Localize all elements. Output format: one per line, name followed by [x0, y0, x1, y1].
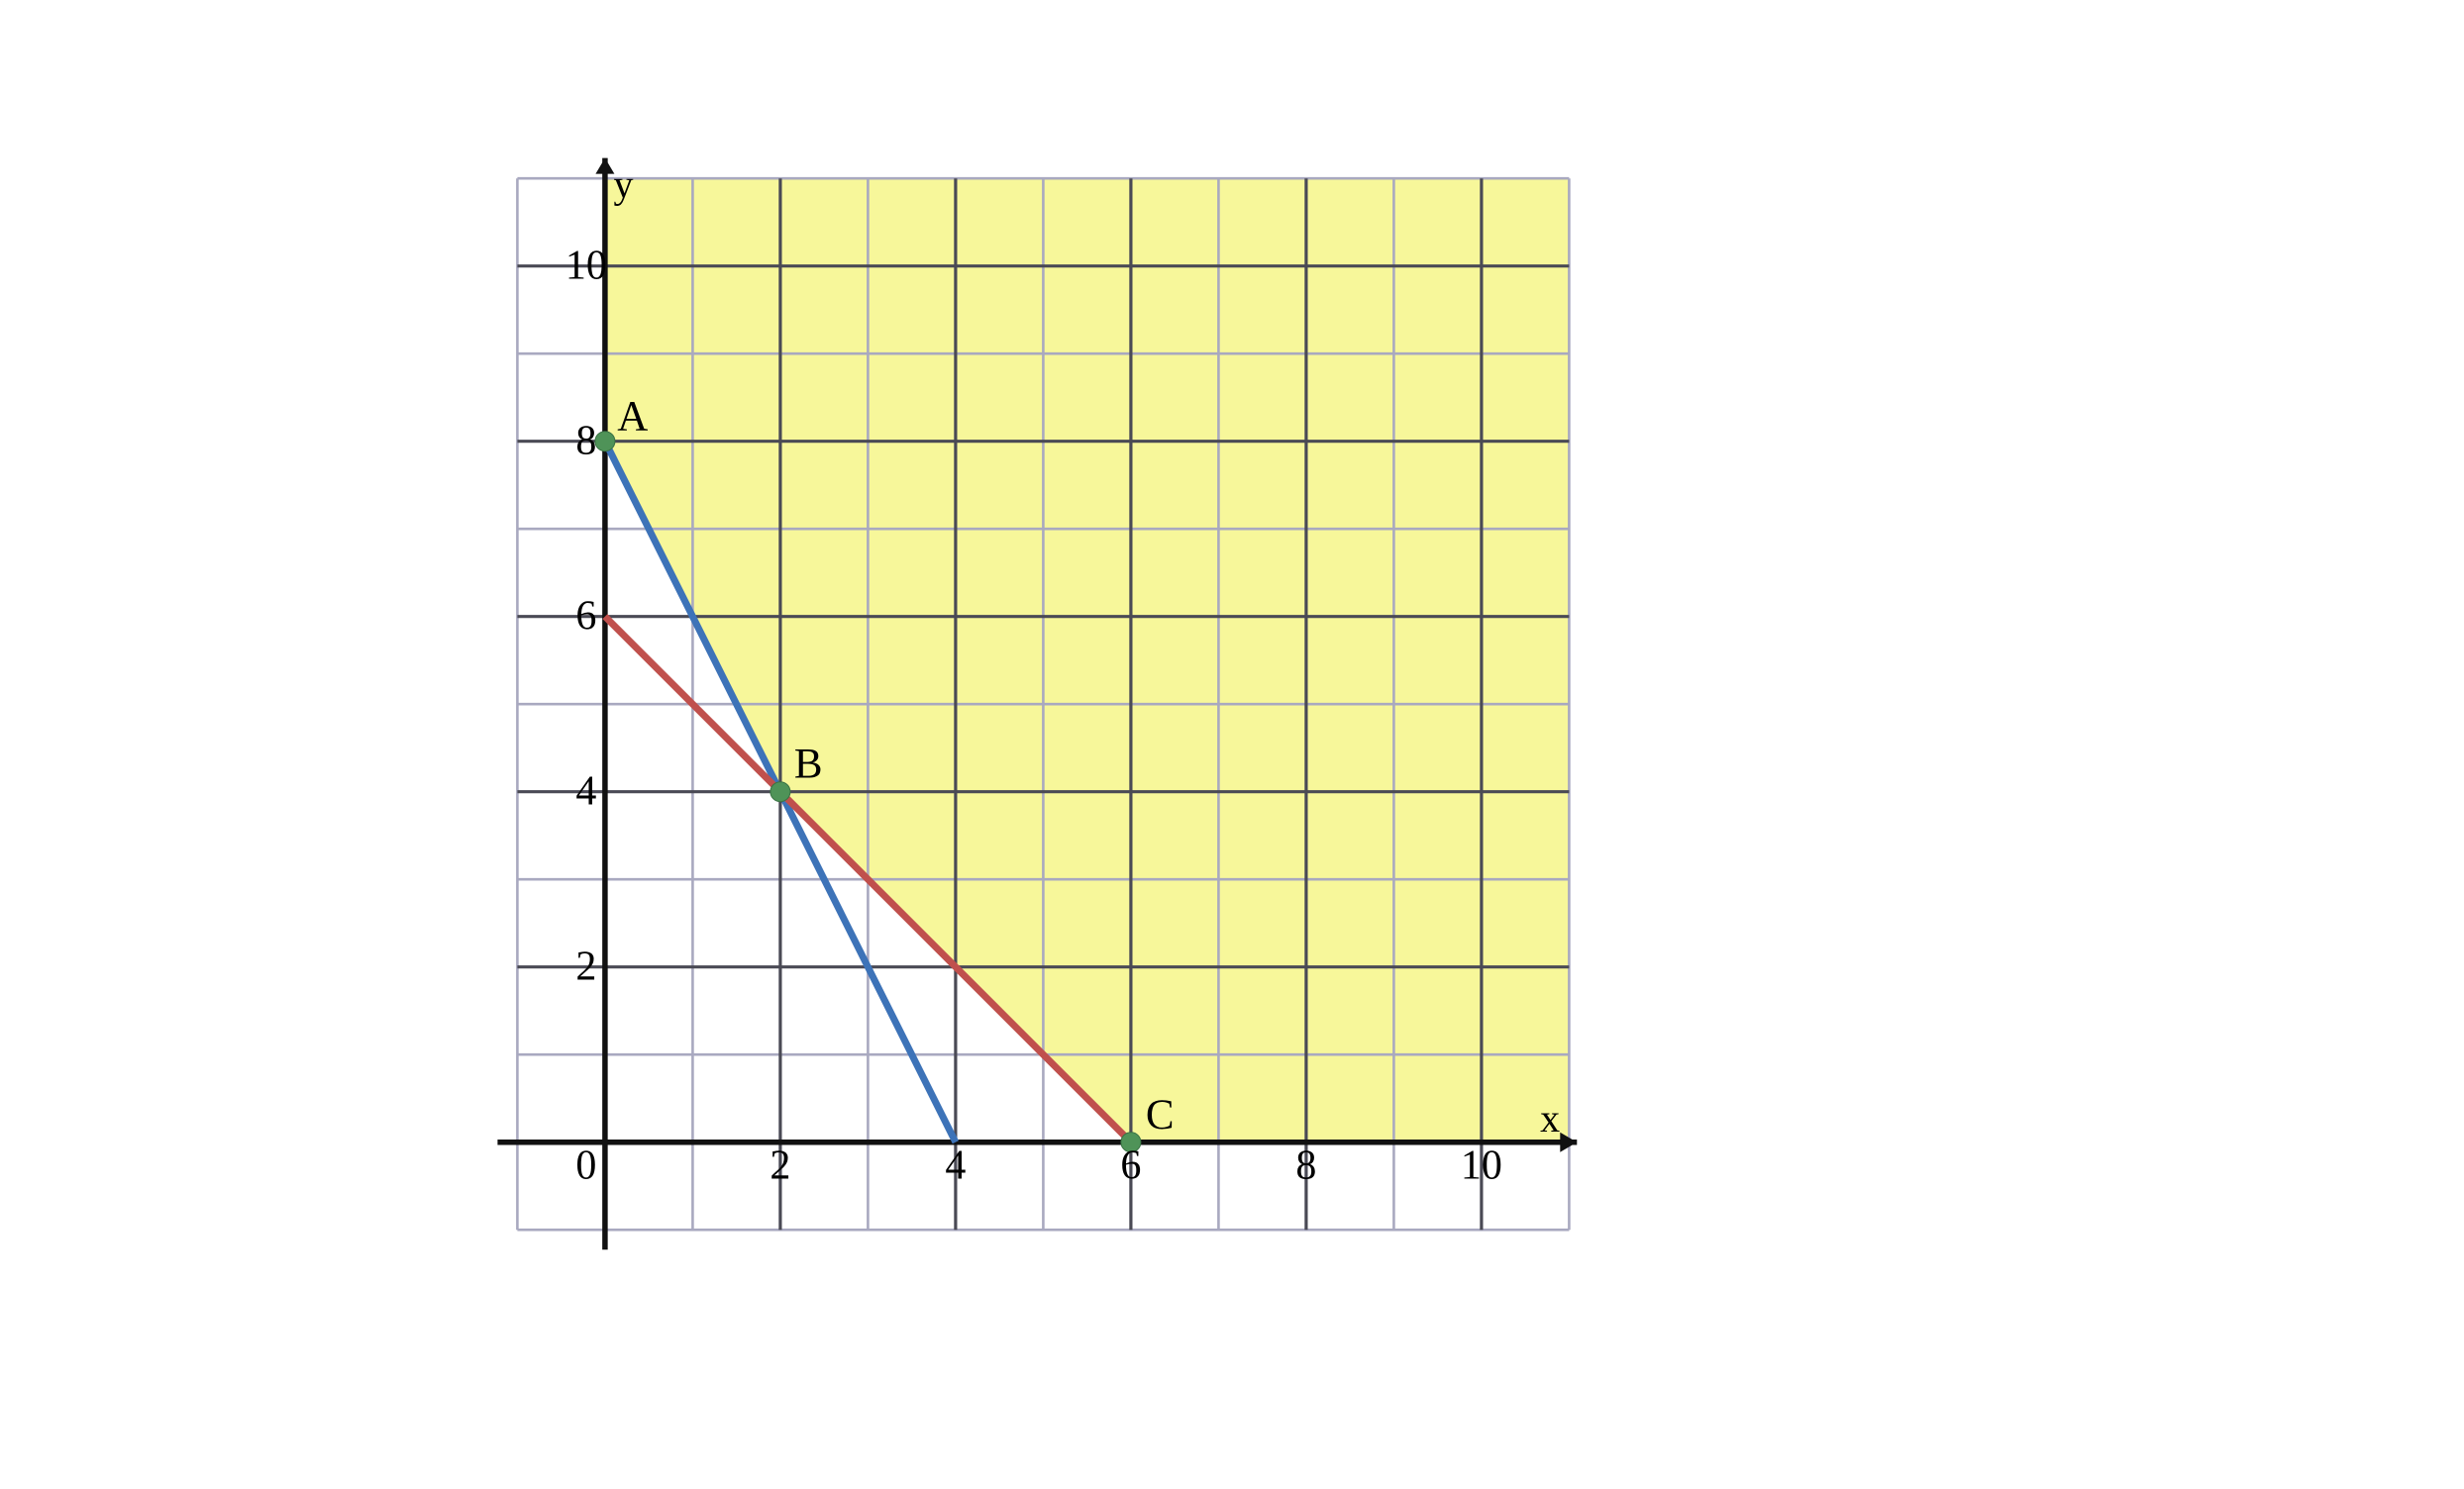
svg-text:8: 8 — [575, 419, 596, 464]
svg-text:0: 0 — [575, 1143, 596, 1189]
svg-text:2: 2 — [770, 1143, 790, 1189]
svg-text:10: 10 — [565, 244, 607, 289]
svg-text:6: 6 — [575, 594, 596, 640]
svg-text:y: y — [614, 162, 634, 207]
svg-text:B: B — [794, 742, 823, 788]
svg-text:4: 4 — [945, 1143, 966, 1189]
svg-text:10: 10 — [1461, 1143, 1502, 1189]
svg-text:6: 6 — [1120, 1143, 1141, 1189]
svg-text:2: 2 — [575, 944, 596, 990]
svg-text:4: 4 — [575, 769, 596, 815]
svg-text:A: A — [617, 393, 648, 440]
svg-text:8: 8 — [1295, 1143, 1316, 1189]
svg-text:C: C — [1146, 1092, 1175, 1139]
svg-text:x: x — [1540, 1096, 1560, 1141]
